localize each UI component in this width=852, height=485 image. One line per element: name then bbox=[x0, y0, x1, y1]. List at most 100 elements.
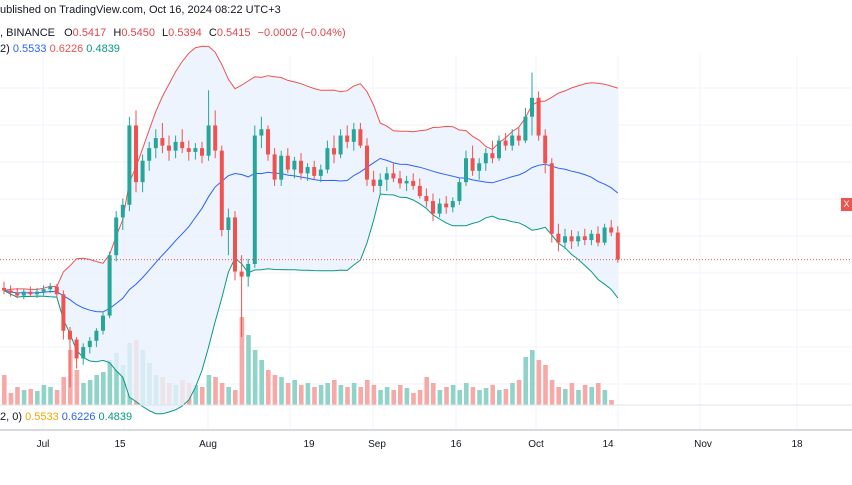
time-axis[interactable]: Jul 15 Aug 19 Sep 16 Oct 14 Nov 18 bbox=[37, 439, 803, 450]
volume-bar bbox=[259, 360, 264, 405]
volume-bar bbox=[358, 387, 363, 405]
candle-body bbox=[536, 97, 541, 136]
volume-bar bbox=[351, 383, 357, 405]
volume-bar bbox=[15, 387, 20, 405]
candle-body bbox=[576, 236, 581, 242]
candle bbox=[464, 150, 468, 186]
candle bbox=[213, 110, 218, 159]
candle-body bbox=[609, 227, 614, 233]
volume-bar bbox=[411, 393, 416, 405]
candle-body bbox=[68, 330, 72, 340]
candle bbox=[457, 178, 462, 205]
bollinger-middle-line bbox=[3, 157, 619, 313]
candle bbox=[140, 154, 145, 193]
candle bbox=[398, 170, 402, 189]
candle bbox=[279, 150, 284, 186]
candle-body bbox=[15, 292, 20, 296]
candle bbox=[556, 223, 561, 252]
volume-bar bbox=[114, 353, 119, 405]
candle bbox=[417, 178, 422, 199]
volume-bar bbox=[450, 385, 456, 405]
candle-body bbox=[147, 148, 152, 161]
volume-bar bbox=[569, 383, 575, 405]
volume-bar bbox=[200, 387, 205, 405]
candle-body bbox=[114, 217, 119, 256]
volume-bar bbox=[549, 380, 555, 405]
volume-bar bbox=[226, 387, 231, 405]
candle bbox=[338, 129, 343, 159]
volume-bar bbox=[543, 365, 548, 405]
candle-body bbox=[569, 236, 574, 242]
candle bbox=[219, 145, 224, 237]
volume-bar bbox=[378, 390, 383, 405]
candle-body bbox=[444, 203, 449, 208]
volume-bar bbox=[404, 388, 410, 405]
candle bbox=[226, 208, 231, 256]
candle-body bbox=[516, 135, 521, 141]
candle-body bbox=[180, 141, 185, 149]
candle bbox=[285, 148, 290, 174]
volume-bar bbox=[2, 375, 7, 405]
candlesticks bbox=[2, 72, 620, 388]
candle bbox=[318, 164, 323, 183]
candle-body bbox=[219, 150, 224, 230]
candle-body bbox=[299, 160, 303, 174]
volume-bar bbox=[41, 385, 47, 405]
volume-bar bbox=[609, 400, 614, 405]
candle-body bbox=[127, 125, 132, 205]
candle-body bbox=[186, 148, 191, 152]
volume-bar bbox=[582, 385, 588, 405]
candle bbox=[114, 211, 119, 262]
candle-body bbox=[497, 140, 501, 159]
symbol-fragment: , BINANCE bbox=[0, 27, 56, 39]
volume-bar bbox=[107, 360, 113, 405]
volume-bar bbox=[272, 375, 278, 405]
close-label: C bbox=[208, 27, 217, 39]
candle bbox=[134, 110, 138, 193]
time-axis-label: 14 bbox=[602, 439, 614, 450]
candle bbox=[437, 198, 442, 218]
volume-bar bbox=[312, 387, 317, 405]
candle-body bbox=[160, 138, 165, 146]
volume-bar bbox=[54, 390, 60, 405]
bollinger-prefix: 2) bbox=[0, 43, 10, 55]
candle-body bbox=[523, 116, 528, 141]
volume-lower-value: 0.4839 bbox=[98, 411, 133, 423]
volume-bar bbox=[576, 390, 581, 405]
volume-bar bbox=[477, 390, 482, 405]
volume-bar bbox=[74, 370, 80, 405]
candle-body bbox=[2, 287, 6, 291]
time-axis-label: 19 bbox=[303, 439, 315, 450]
candle bbox=[345, 125, 350, 149]
volume-bar bbox=[497, 390, 502, 405]
candle bbox=[543, 129, 548, 174]
candle bbox=[510, 129, 515, 151]
candle bbox=[576, 231, 581, 247]
candle bbox=[477, 158, 482, 180]
candle-body bbox=[503, 140, 508, 146]
candle bbox=[101, 311, 105, 335]
candle-body bbox=[543, 135, 548, 164]
candle bbox=[371, 170, 376, 193]
candle bbox=[609, 219, 614, 237]
volume-bar bbox=[490, 385, 495, 405]
volume-bar bbox=[563, 389, 568, 405]
change-value: −0.0002 (−0.04%) bbox=[257, 27, 346, 39]
volume-bar bbox=[318, 385, 324, 405]
candle-body bbox=[431, 201, 435, 214]
candle bbox=[563, 228, 567, 249]
candle-body bbox=[417, 185, 422, 196]
candle-body bbox=[398, 178, 402, 184]
volume-bar bbox=[213, 377, 218, 405]
candle bbox=[516, 128, 521, 146]
candle bbox=[35, 287, 39, 298]
volume-bar bbox=[48, 387, 53, 405]
candle-body bbox=[74, 339, 79, 359]
volume-bar bbox=[602, 390, 608, 405]
volume-bar bbox=[305, 383, 311, 405]
candle-body bbox=[120, 204, 125, 218]
candle bbox=[332, 135, 336, 164]
volume-bar bbox=[444, 387, 449, 405]
candle-body bbox=[332, 148, 336, 155]
